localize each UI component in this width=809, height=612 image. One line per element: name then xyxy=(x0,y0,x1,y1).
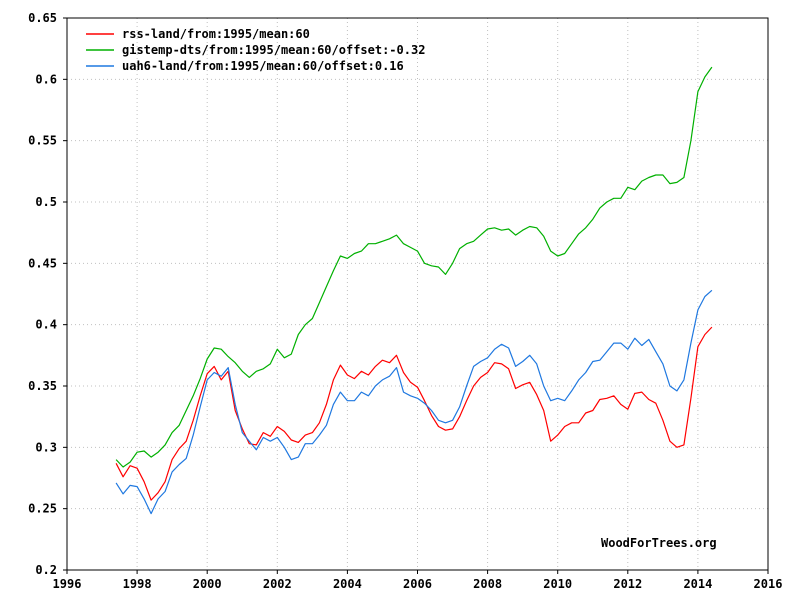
x-tick-label: 2010 xyxy=(543,577,572,591)
y-tick-label: 0.3 xyxy=(35,440,57,454)
y-tick-label: 0.55 xyxy=(28,134,57,148)
x-tick-label: 2000 xyxy=(193,577,222,591)
series-line-0 xyxy=(115,326,713,501)
y-tick-label: 0.5 xyxy=(35,195,57,209)
series-line-2 xyxy=(115,289,713,515)
legend-label: gistemp-dts/from:1995/mean:60/offset:-0.… xyxy=(122,43,425,57)
series-lines xyxy=(115,66,713,515)
legend: rss-land/from:1995/mean:60 gistemp-dts/fr… xyxy=(86,27,425,73)
x-tick-label: 2014 xyxy=(683,577,712,591)
y-tick-label: 0.65 xyxy=(28,11,57,25)
x-tick-label: 2012 xyxy=(613,577,642,591)
x-tick-label: 1998 xyxy=(123,577,152,591)
x-tick-label: 2004 xyxy=(333,577,362,591)
x-tick-label: 1996 xyxy=(53,577,82,591)
y-tick-label: 0.35 xyxy=(28,379,57,393)
annotation-text: WoodForTrees.org xyxy=(601,536,717,550)
x-tick-label: 2016 xyxy=(754,577,783,591)
y-tick-label: 0.25 xyxy=(28,502,57,516)
legend-label: rss-land/from:1995/mean:60 xyxy=(122,27,310,41)
x-tick-label: 2008 xyxy=(473,577,502,591)
y-tick-label: 0.2 xyxy=(35,563,57,577)
x-axis-tick-labels: 1996 1998 2000 2002 2004 2006 2008 2010 2012 2014… xyxy=(53,570,783,591)
x-tick-label: 2006 xyxy=(403,577,432,591)
series-line-1 xyxy=(115,66,713,468)
y-axis-tick-labels: 0.2 0.25 0.3 0.35 0.4 0.45 0.5 0.55 0.6 0.65 xyxy=(28,11,67,577)
y-tick-label: 0.45 xyxy=(28,256,57,270)
y-tick-label: 0.6 xyxy=(35,72,57,86)
legend-label: uah6-land/from:1995/mean:60/offset:0.16 xyxy=(122,59,404,73)
x-tick-label: 2002 xyxy=(263,577,292,591)
y-tick-label: 0.4 xyxy=(35,318,57,332)
